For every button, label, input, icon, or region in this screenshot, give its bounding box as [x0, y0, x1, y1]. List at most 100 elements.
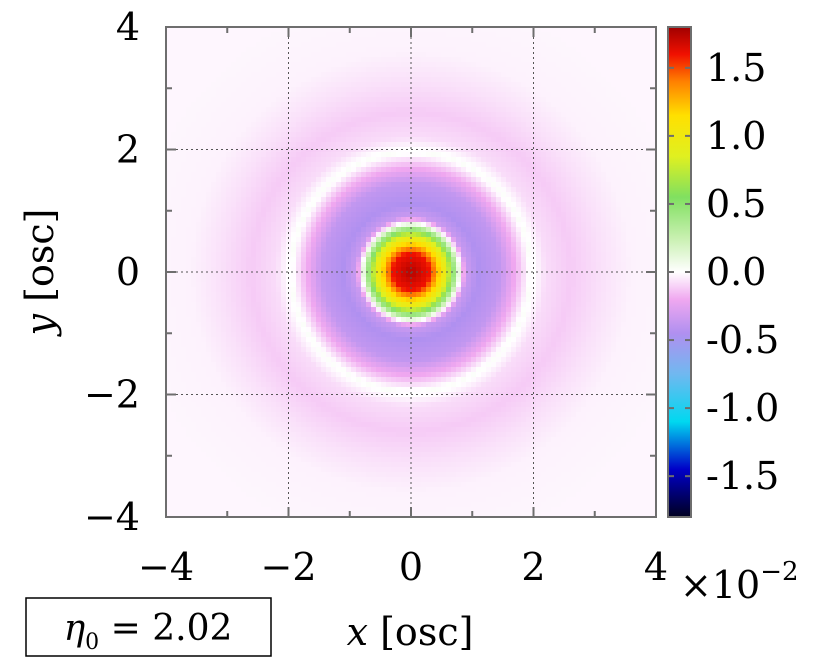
heatmap-cell — [316, 187, 322, 193]
heatmap-cell — [366, 417, 372, 423]
heatmap-cell — [301, 177, 307, 183]
heatmap-cell — [366, 82, 372, 88]
heatmap-cell — [186, 312, 192, 318]
heatmap-cell — [206, 482, 212, 488]
heatmap-cell — [306, 172, 312, 178]
heatmap-cell — [196, 352, 202, 358]
heatmap-cell — [191, 147, 197, 153]
heatmap-cell — [326, 197, 332, 203]
heatmap-cell — [266, 367, 272, 373]
heatmap-cell — [361, 202, 367, 208]
heatmap-cell — [281, 42, 287, 48]
heatmap-cell — [371, 297, 377, 303]
heatmap-cell — [176, 197, 182, 203]
heatmap-cell — [381, 422, 387, 428]
heatmap-cell — [221, 342, 227, 348]
heatmap-cell — [411, 497, 417, 503]
heatmap-cell — [366, 467, 372, 473]
heatmap-cell — [356, 117, 362, 123]
heatmap-cell — [216, 82, 222, 88]
heatmap-cell — [186, 142, 192, 148]
heatmap-cell — [406, 37, 412, 43]
heatmap-cell — [396, 152, 402, 158]
heatmap-cell — [411, 347, 417, 353]
heatmap-cell — [211, 392, 217, 398]
heatmap-cell — [231, 52, 237, 58]
heatmap-cell — [176, 247, 182, 253]
heatmap-cell — [386, 132, 392, 138]
heatmap-cell — [221, 232, 227, 238]
heatmap-cell — [416, 497, 422, 503]
heatmap-cell — [286, 297, 292, 303]
heatmap-cell — [271, 177, 277, 183]
heatmap-cell — [186, 247, 192, 253]
heatmap-cell — [291, 337, 297, 343]
heatmap-cell — [316, 97, 322, 103]
heatmap-cell — [291, 227, 297, 233]
heatmap-cell — [386, 57, 392, 63]
heatmap-cell — [186, 502, 192, 508]
heatmap-cell — [226, 77, 232, 83]
heatmap-cell — [291, 182, 297, 188]
heatmap-cell — [171, 427, 177, 433]
heatmap-cell — [391, 222, 397, 228]
heatmap-cell — [416, 232, 422, 238]
heatmap-cell — [211, 292, 217, 298]
heatmap-cell — [286, 87, 292, 93]
heatmap-cell — [386, 422, 392, 428]
heatmap-cell — [311, 482, 317, 488]
heatmap-cell — [321, 387, 327, 393]
heatmap-cell — [291, 387, 297, 393]
heatmap-cell — [406, 187, 412, 193]
heatmap-cell — [296, 312, 302, 318]
heatmap-cell — [351, 172, 357, 178]
heatmap-cell — [241, 92, 247, 98]
heatmap-cell — [256, 452, 262, 458]
heatmap-cell — [326, 282, 332, 288]
heatmap-cell — [361, 267, 367, 273]
heatmap-cell — [281, 187, 287, 193]
heatmap-cell — [236, 57, 242, 63]
heatmap-cell — [406, 132, 412, 138]
heatmap-cell — [201, 287, 207, 293]
heatmap-cell — [386, 227, 392, 233]
heatmap-cell — [416, 67, 422, 73]
heatmap-cell — [356, 202, 362, 208]
heatmap-cell — [206, 187, 212, 193]
heatmap-cell — [296, 487, 302, 493]
heatmap-cell — [271, 432, 277, 438]
heatmap-cell — [361, 432, 367, 438]
heatmap-cell — [271, 307, 277, 313]
heatmap-cell — [401, 192, 407, 198]
heatmap-cell — [241, 227, 247, 233]
heatmap-cell — [401, 452, 407, 458]
heatmap-cell — [311, 367, 317, 373]
heatmap-cell — [246, 402, 252, 408]
heatmap-cell — [251, 127, 257, 133]
heatmap-cell — [226, 197, 232, 203]
heatmap-cell — [211, 257, 217, 263]
heatmap-cell — [296, 42, 302, 48]
heatmap-cell — [246, 272, 252, 278]
heatmap-cell — [391, 362, 397, 368]
heatmap-cell — [181, 352, 187, 358]
heatmap-cell — [186, 202, 192, 208]
heatmap-cell — [321, 62, 327, 68]
heatmap-cell — [226, 177, 232, 183]
heatmap-cell — [221, 267, 227, 273]
heatmap-cell — [366, 112, 372, 118]
heatmap-cell — [211, 82, 217, 88]
heatmap-cell — [316, 367, 322, 373]
heatmap-cell — [166, 262, 172, 268]
heatmap-cell — [246, 462, 252, 468]
heatmap-cell — [176, 42, 182, 48]
heatmap-cell — [306, 92, 312, 98]
heatmap-cell — [386, 302, 392, 308]
heatmap-cell — [356, 72, 362, 78]
heatmap-cell — [216, 417, 222, 423]
heatmap-cell — [236, 327, 242, 333]
heatmap-cell — [296, 257, 302, 263]
heatmap-cell — [221, 72, 227, 78]
heatmap-cell — [296, 242, 302, 248]
heatmap-cell — [406, 302, 412, 308]
